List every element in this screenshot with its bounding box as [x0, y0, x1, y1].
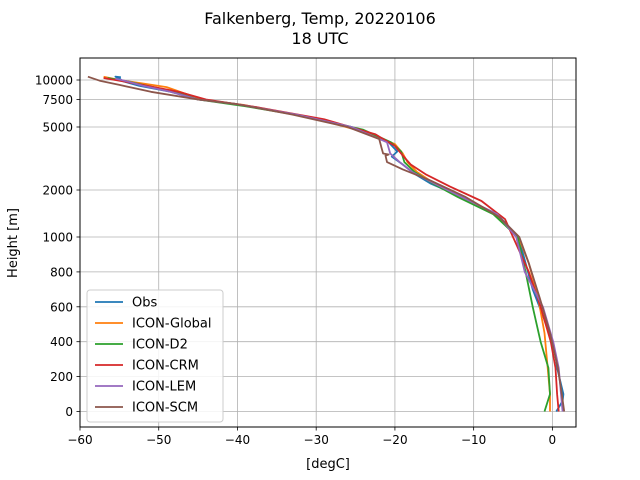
grid [79, 58, 576, 427]
legend: Obs ICON-Global ICON-D2 ICON-CRM ICON-LEM ICO… [86, 289, 224, 423]
y-tick-label: 400 [50, 335, 73, 349]
y-tick-label: 5000 [42, 121, 73, 135]
y-tick-label: 0 [65, 405, 73, 419]
x-axis-label: [degC] [306, 457, 350, 472]
y-tick-label: 10000 [35, 74, 73, 88]
y-tick-label: 200 [50, 370, 73, 384]
series-layer [87, 75, 566, 412]
y-tick-label: 1000 [42, 231, 73, 245]
y-tick-label: 600 [50, 300, 73, 314]
legend-label-icon-d2: ICON-D2 [132, 338, 188, 353]
legend-label-obs: Obs [132, 296, 157, 311]
chart-title: Falkenberg, Temp, 20220106 [204, 9, 436, 28]
legend-label-icon-global: ICON-Global [132, 317, 212, 332]
x-tick-label: −50 [146, 433, 171, 447]
series-line-icon-crm [103, 77, 560, 412]
legend-label-icon-scm: ICON-SCM [132, 401, 198, 416]
legend-label-icon-lem: ICON-LEM [132, 380, 196, 395]
y-tick-label: 800 [50, 265, 73, 279]
x-tick-label: −60 [67, 433, 92, 447]
x-tick-label: −30 [304, 433, 329, 447]
y-axis-label: Height [m] [6, 208, 21, 278]
x-tick-label: −10 [461, 433, 486, 447]
chart-subtitle: 18 UTC [291, 29, 348, 48]
x-tick-label: −20 [382, 433, 407, 447]
x-axis: −60 −50 −40 −30 −20 −10 0 [67, 427, 556, 447]
legend-label-icon-crm: ICON-CRM [132, 359, 199, 374]
x-tick-label: 0 [549, 433, 557, 447]
y-tick-label: 7500 [42, 93, 73, 107]
series-line-icon-scm [87, 75, 566, 412]
y-tick-label: 2000 [42, 184, 73, 198]
plot-frame [79, 57, 577, 428]
x-tick-label: −40 [225, 433, 250, 447]
